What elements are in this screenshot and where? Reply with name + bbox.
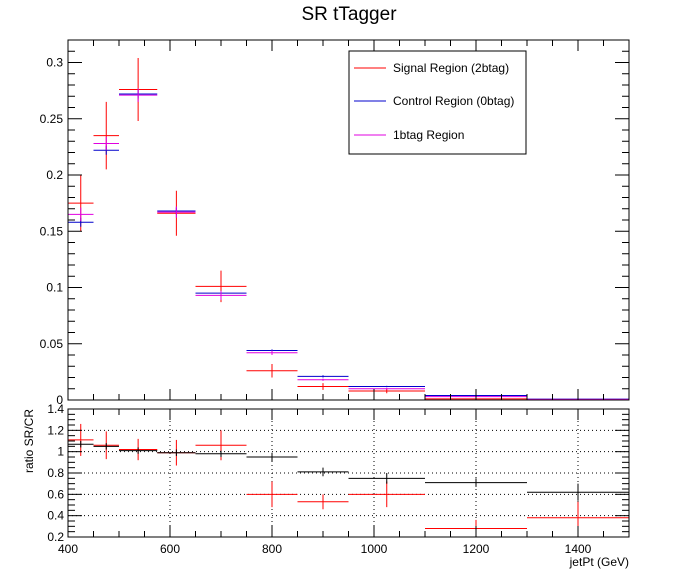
ratio-y-tick-label: 1 [57, 445, 64, 459]
y-axis-label-ratio: ratio SR/CR [22, 409, 36, 473]
x-tick-label: 600 [160, 542, 180, 556]
legend: Signal Region (2btag) Control Region (0b… [348, 50, 527, 155]
ratio-panel: 0.2 0.4 0.6 0.8 1 1.2 1.4 400 600 800 1000 1200 1400… [22, 402, 630, 569]
y-tick-label: 0 [56, 393, 63, 407]
ratio-y-tick-label: 1.4 [47, 402, 64, 416]
y-tick-label: 0.3 [46, 56, 63, 70]
ratio-y-tick-label: 0.8 [47, 466, 64, 480]
top-error-bars [68, 58, 629, 401]
legend-label-signal: Signal Region (2btag) [393, 61, 509, 75]
top-panel: 0 0.05 0.1 0.15 0.2 0.25 0.3 [40, 39, 630, 408]
y-tick-label: 0.15 [40, 224, 64, 238]
ratio-y-tick-label: 0.2 [47, 530, 64, 544]
ratio-y-tick-label: 1.2 [47, 423, 64, 437]
x-tick-label: 1000 [361, 542, 388, 556]
y-tick-label: 0.2 [46, 168, 63, 182]
legend-label-1btag: 1btag Region [393, 128, 464, 142]
y-tick-label: 0.1 [46, 281, 63, 295]
top-axis-ticks [67, 39, 630, 401]
chart-title: SR tTagger [301, 4, 397, 25]
legend-label-control: Control Region (0btag) [393, 94, 514, 108]
ratio-axis-ticks [67, 408, 630, 538]
ratio-y-tick-label: 0.4 [47, 509, 64, 523]
x-tick-label: 800 [262, 542, 282, 556]
x-tick-label: 1200 [463, 542, 490, 556]
x-tick-label: 400 [58, 542, 78, 556]
y-tick-label: 0.25 [40, 112, 64, 126]
x-tick-label: 1400 [565, 542, 592, 556]
ratio-error-bars [68, 423, 629, 537]
x-axis-label: jetPt (GeV) [569, 555, 629, 569]
top-y-tick-labels: 0 0.05 0.1 0.15 0.2 0.25 0.3 [40, 56, 64, 408]
ratio-y-tick-label: 0.6 [47, 487, 64, 501]
ratio-tick-labels: 0.2 0.4 0.6 0.8 1 1.2 1.4 400 600 800 1000 1200 1400 [47, 402, 591, 556]
y-tick-label: 0.05 [40, 337, 64, 351]
